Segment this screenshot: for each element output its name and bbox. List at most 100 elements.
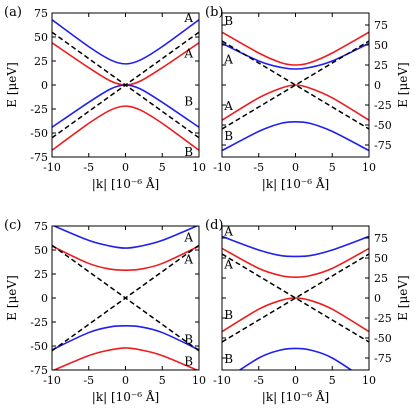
x-tick-label: 10 xyxy=(362,374,376,387)
blue-curve-0 xyxy=(52,226,199,249)
y-tick-label: 50 xyxy=(374,39,388,52)
y-axis-label: E [μeV] xyxy=(396,275,410,321)
y-tick-label: 75 xyxy=(34,7,48,20)
x-tick-label: -10 xyxy=(213,161,231,174)
y-tick-label: -50 xyxy=(374,119,392,132)
curve-label-b: B xyxy=(184,145,193,159)
x-tick-label: -5 xyxy=(83,374,94,387)
y-axis-label: E [μeV] xyxy=(5,275,19,321)
y-tick-label: 0 xyxy=(41,292,48,305)
x-tick-label: 0 xyxy=(292,161,299,174)
x-tick-label: 0 xyxy=(122,374,129,387)
curve-label-a: A xyxy=(223,257,233,271)
x-tick-label: 10 xyxy=(362,161,376,174)
curve-label-a: A xyxy=(223,52,233,66)
y-tick-label: -75 xyxy=(30,151,48,164)
red-curve-3 xyxy=(52,347,199,370)
x-tick-label: 5 xyxy=(159,374,166,387)
x-tick-label: -10 xyxy=(213,374,231,387)
plot-area xyxy=(52,19,199,151)
blue-curve-0 xyxy=(52,19,199,65)
plot-area xyxy=(222,31,369,152)
y-axis-label: E [μeV] xyxy=(5,62,19,108)
red-curve-2 xyxy=(222,297,369,333)
x-tick-label: 5 xyxy=(329,161,336,174)
y-tick-label: -25 xyxy=(374,99,392,112)
panel-label: (b) xyxy=(205,5,223,20)
blue-curve-0 xyxy=(222,235,369,258)
x-tick-label: 10 xyxy=(192,374,206,387)
x-tick-label: 0 xyxy=(292,374,299,387)
y-tick-label: -75 xyxy=(374,352,392,365)
curve-label-a: A xyxy=(183,231,193,245)
x-tick-label: 5 xyxy=(159,161,166,174)
curve-label-b: B xyxy=(184,94,193,108)
red-curve-3 xyxy=(52,105,199,151)
red-curve-2 xyxy=(222,84,369,121)
curve-label-a: A xyxy=(223,99,233,113)
y-tick-label: 25 xyxy=(34,55,48,68)
y-tick-label: 25 xyxy=(34,268,48,281)
curve-label-b: B xyxy=(184,354,193,368)
dashed-line-5 xyxy=(52,244,199,352)
y-tick-label: 75 xyxy=(374,232,388,245)
dashed-line-5 xyxy=(52,31,199,139)
x-tick-label: 0 xyxy=(122,161,129,174)
y-tick-label: -50 xyxy=(30,340,48,353)
y-tick-label: -50 xyxy=(374,332,392,345)
y-tick-label: -25 xyxy=(30,103,48,116)
x-tick-label: -5 xyxy=(83,161,94,174)
curve-label-b: B xyxy=(224,352,233,366)
x-tick-label: 10 xyxy=(192,161,206,174)
y-tick-label: -75 xyxy=(30,364,48,377)
y-tick-label: 75 xyxy=(374,19,388,32)
plot-area xyxy=(222,235,369,370)
x-tick-label: -5 xyxy=(253,161,264,174)
curve-label-a: A xyxy=(183,253,193,267)
blue-curve-1 xyxy=(222,42,369,70)
curve-label-b: B xyxy=(224,129,233,143)
curve-label-a: A xyxy=(183,11,193,25)
blue-curve-2 xyxy=(52,325,199,351)
y-tick-label: -25 xyxy=(374,312,392,325)
x-tick-label: -10 xyxy=(43,374,61,387)
x-axis-label: |k| [10⁻⁶ Å] xyxy=(92,176,159,191)
y-tick-label: 0 xyxy=(374,79,381,92)
x-tick-label: -10 xyxy=(43,161,61,174)
y-tick-label: 50 xyxy=(34,244,48,257)
red-curve-1 xyxy=(52,245,199,271)
plot-area xyxy=(52,226,199,370)
y-tick-label: 50 xyxy=(34,31,48,44)
y-tick-label: 50 xyxy=(374,252,388,265)
curve-label-a: A xyxy=(223,225,233,239)
curve-label-b: B xyxy=(184,332,193,346)
red-curve-0 xyxy=(222,31,369,66)
curve-label-b: B xyxy=(224,14,233,28)
x-axis-label: |k| [10⁻⁶ Å] xyxy=(262,389,329,404)
x-axis-label: |k| [10⁻⁶ Å] xyxy=(262,176,329,191)
x-tick-label: -5 xyxy=(253,374,264,387)
dashed-line-5 xyxy=(222,40,369,130)
x-axis-label: |k| [10⁻⁶ Å] xyxy=(92,389,159,404)
y-axis-label: E [μeV] xyxy=(396,62,410,108)
panel-label: (c) xyxy=(4,218,21,233)
y-tick-label: 0 xyxy=(41,79,48,92)
y-tick-label: 25 xyxy=(374,59,388,72)
y-tick-label: -75 xyxy=(374,139,392,152)
blue-curve-3 xyxy=(238,347,353,370)
y-tick-label: 0 xyxy=(374,292,381,305)
curve-label-b: B xyxy=(224,308,233,322)
panel-label: (a) xyxy=(4,5,22,20)
y-tick-label: -50 xyxy=(30,127,48,140)
blue-curve-3 xyxy=(222,120,369,152)
dashed-line-5 xyxy=(222,253,369,343)
y-tick-label: -25 xyxy=(30,316,48,329)
y-tick-label: 25 xyxy=(374,272,388,285)
curve-label-a: A xyxy=(183,46,193,60)
dashed-line-4 xyxy=(222,253,369,343)
